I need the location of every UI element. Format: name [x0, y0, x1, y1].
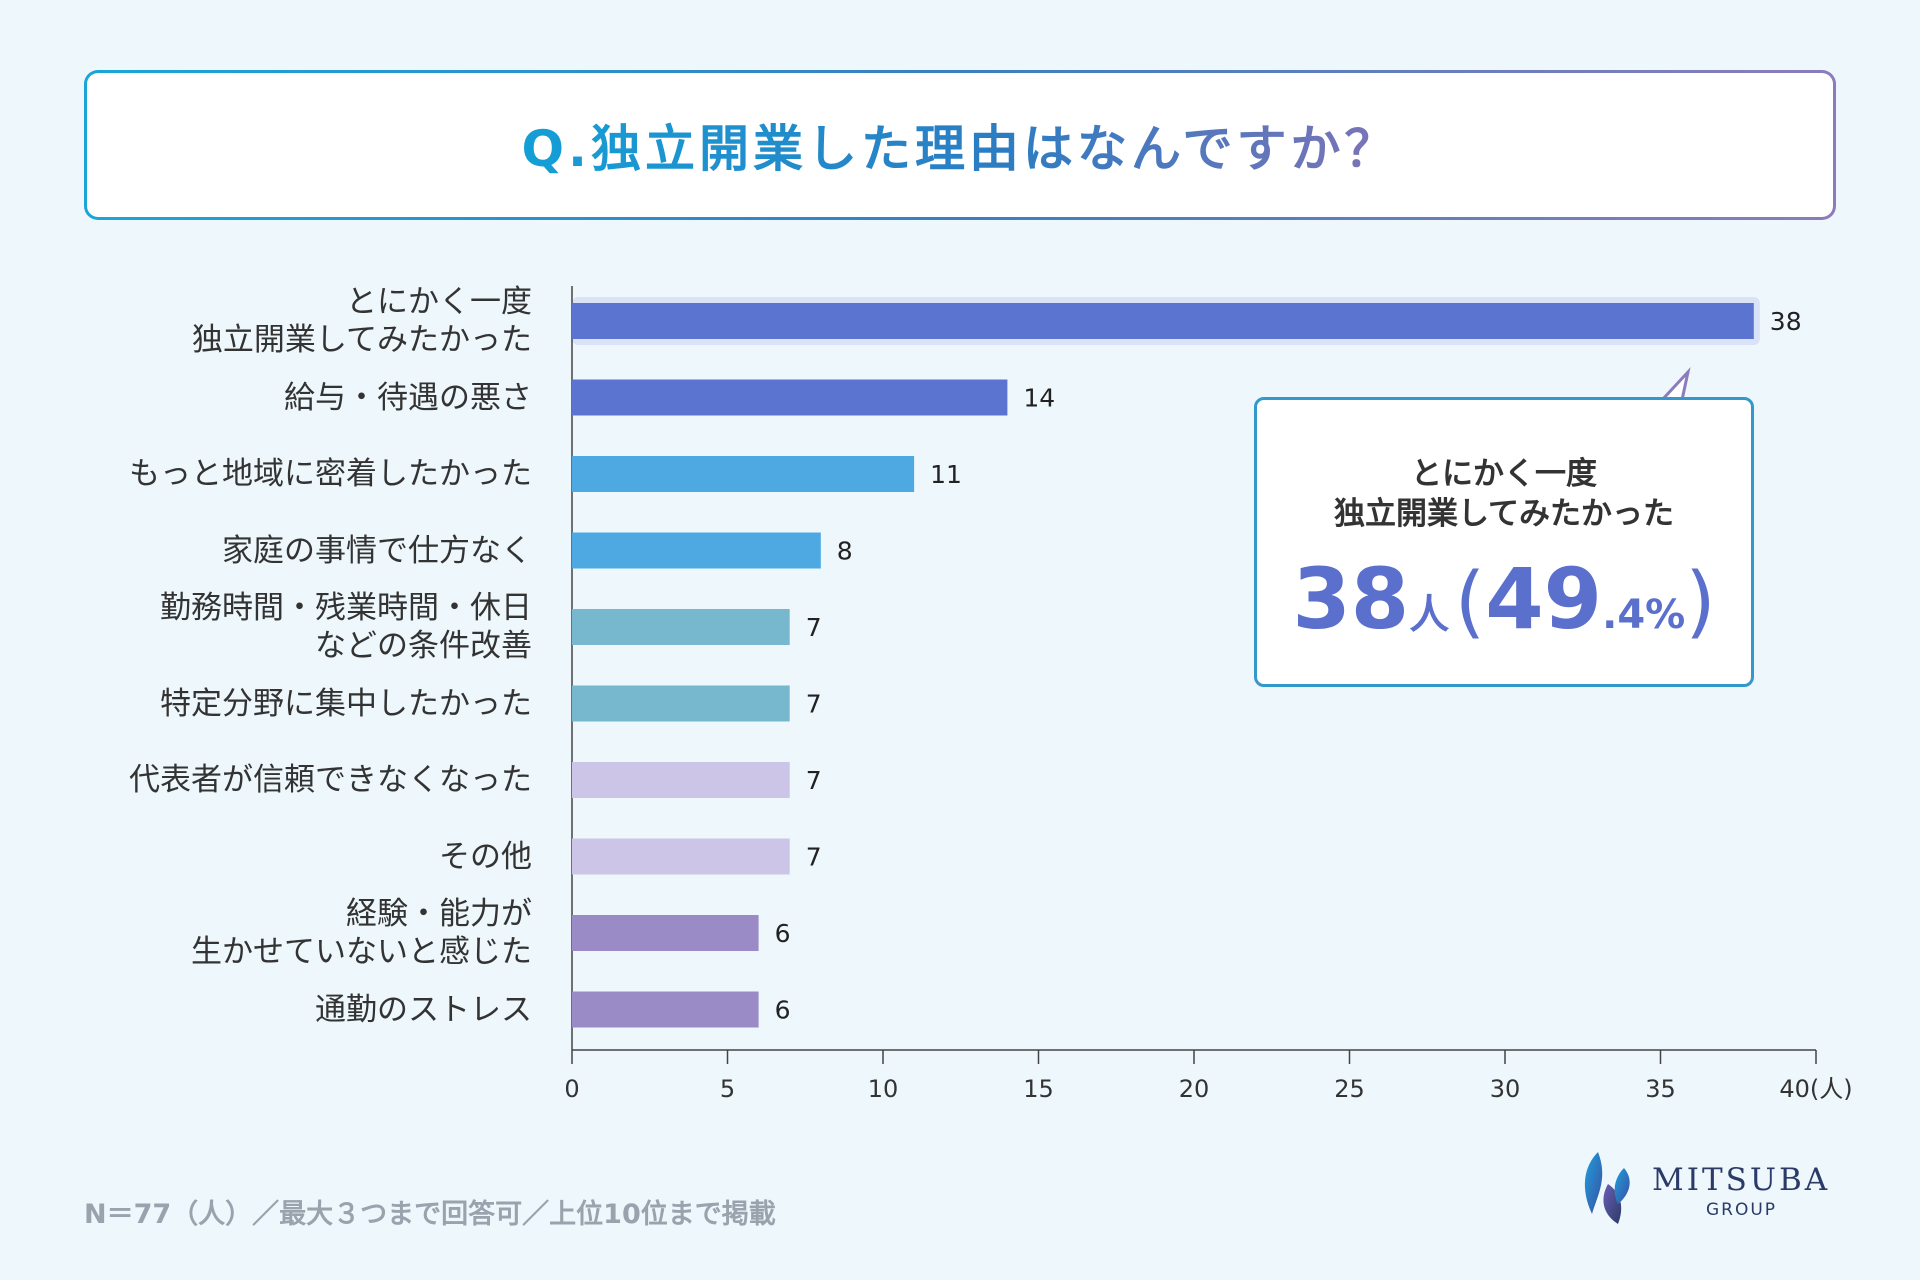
callout-pct-dec: .4 [1602, 592, 1646, 638]
callout-paren-open: ( [1454, 557, 1486, 647]
callout-pct-sign: % [1645, 592, 1686, 638]
bar-value-label: 14 [1023, 384, 1055, 413]
bar [572, 379, 1008, 416]
chart-title: Q.独立開業した理由はなんですか？ [522, 109, 1399, 181]
footnote: N＝77（人）／最大３つまで回答可／上位10位まで掲載 [84, 1199, 776, 1230]
bar [572, 685, 790, 722]
logo-name: MITSUBA [1652, 1162, 1831, 1198]
x-tick-label: 5 [720, 1075, 735, 1103]
x-tick-label: 40(人) [1779, 1075, 1852, 1103]
callout-count: 38 [1292, 550, 1410, 648]
leaf-logo-icon [1584, 1152, 1630, 1224]
callout-pct-int: 49 [1485, 550, 1603, 648]
callout-line-2: 独立開業してみたかった [1333, 496, 1675, 532]
bar-value-label: 6 [775, 996, 791, 1025]
bar-value-label: 7 [806, 766, 822, 795]
bar-value-label: 7 [806, 690, 822, 719]
category-label: 代表者が信頼できなくなった [129, 762, 532, 798]
callout-count-unit: 人 [1409, 592, 1450, 638]
bar [572, 991, 759, 1028]
bar-chart: 0 5 10 15 20 25 30 35 40(人) 38 14 11 8 7 7 7 7 6 6 [564, 286, 1853, 1103]
title-inner: Q.独立開業した理由はなんですか？ [87, 73, 1833, 217]
bar-value-label: 11 [930, 460, 962, 489]
category-label: 特定分野に集中したかった [160, 685, 532, 722]
category-label: とにかく一度 独立開業してみたかった [191, 284, 532, 358]
x-tick-label: 0 [564, 1075, 579, 1103]
bar-value-label: 7 [806, 843, 822, 872]
bar [572, 762, 790, 798]
bar [572, 838, 790, 875]
category-label: 通勤のストレス [315, 991, 532, 1028]
category-label: 経験・能力が 生かせていないと感じた [191, 896, 532, 970]
callout-stat: 38人 (49.4%) [1257, 550, 1751, 648]
x-tick-label: 30 [1490, 1075, 1521, 1103]
bar [572, 532, 821, 569]
bar-value-label: 38 [1770, 307, 1802, 336]
x-tick-label: 35 [1645, 1075, 1676, 1103]
x-tick-label: 15 [1023, 1075, 1054, 1103]
x-tick-label: 10 [868, 1075, 899, 1103]
bar-value-label: 8 [837, 537, 853, 566]
highlight-callout: とにかく一度 独立開業してみたかった 38人 (49.4%) [1254, 397, 1754, 687]
bar-value-label: 6 [775, 919, 791, 948]
bar [572, 456, 915, 492]
x-tick-label: 20 [1179, 1075, 1210, 1103]
bar [572, 915, 759, 951]
category-label: 家庭の事情で仕方なく [222, 532, 532, 569]
category-label: 勤務時間・残業時間・休日 などの条件改善 [160, 590, 532, 664]
bar [572, 303, 1754, 339]
callout-pointer [1660, 366, 1691, 402]
title-box: Q.独立開業した理由はなんですか？ [84, 70, 1836, 220]
bar-value-label: 7 [806, 613, 822, 642]
x-tick-label: 25 [1334, 1075, 1365, 1103]
category-label: 給与・待遇の悪さ [284, 379, 532, 416]
category-label: その他 [439, 838, 532, 875]
mitsuba-logo: MITSUBA GROUP [1578, 1148, 1838, 1228]
callout-paren-close: ) [1685, 557, 1716, 647]
callout-line-1: とにかく一度 [1411, 456, 1597, 492]
category-label: もっと地域に密着したかった [129, 456, 532, 492]
bar [572, 609, 790, 645]
logo-sub: GROUP [1706, 1200, 1778, 1220]
